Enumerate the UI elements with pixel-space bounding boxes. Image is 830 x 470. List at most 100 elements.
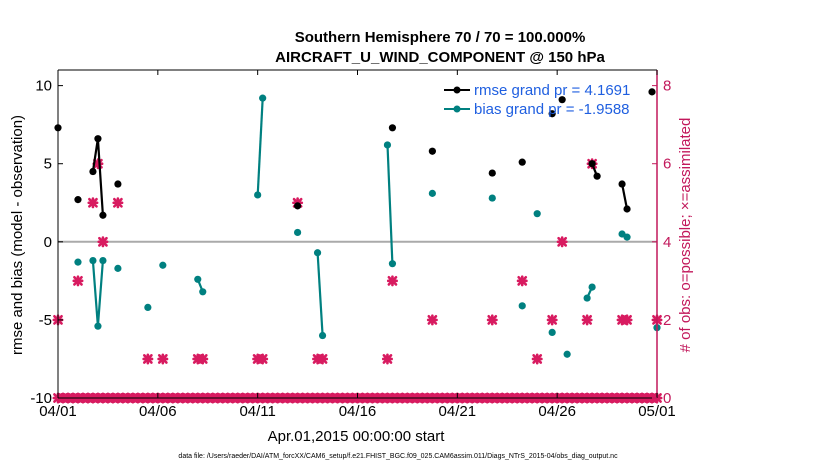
obs-count-cross-shape (546, 314, 558, 326)
chart-title: Southern Hemisphere 70 / 70 = 100.000% (295, 29, 586, 46)
bias-point (518, 302, 526, 310)
obs-count-cross-shape (581, 314, 593, 326)
y-tick-label: 5 (44, 156, 52, 173)
obs-count-cross-shape (556, 236, 568, 248)
bias-point (89, 256, 97, 265)
rmse-point (558, 96, 566, 104)
obs-count-cross-shape (317, 353, 329, 365)
obs-count-cross-shape (516, 275, 528, 287)
x-tick-label: 04/11 (239, 403, 275, 420)
y-tick-label: -5 (39, 312, 52, 329)
obs-count-cross-shape (386, 275, 398, 287)
obs-count-cross-shape (381, 353, 393, 365)
legend-marker-rmse (453, 86, 461, 94)
y-tick-label: -10 (30, 390, 52, 407)
obs-count-marker (317, 353, 329, 365)
rmse-point (588, 160, 596, 168)
y2-tick-label: 6 (663, 156, 671, 173)
rmse-point (648, 88, 656, 96)
obs-count-marker (112, 197, 124, 209)
bias-point (583, 294, 591, 302)
y2-tick-label: 8 (663, 78, 671, 95)
bias-point (259, 94, 267, 102)
bias-point (74, 258, 82, 266)
obs-count-marker (381, 353, 393, 365)
rmse-point (593, 172, 601, 180)
y-axis-label: rmse and bias (model - observation) (9, 115, 26, 355)
bias-line-segment (386, 144, 394, 264)
bias-point (623, 233, 631, 241)
obs-count-cross-shape (621, 314, 633, 326)
obs-count-marker (197, 353, 209, 365)
obs-count-marker (157, 353, 169, 365)
rmse-point (618, 180, 626, 188)
chart-subtitle: AIRCRAFT_U_WIND_COMPONENT @ 150 hPa (275, 49, 605, 66)
obs-count-marker (257, 353, 269, 365)
bias-point (563, 350, 571, 358)
obs-count-marker (72, 275, 84, 287)
y-tick-label: 0 (44, 234, 52, 251)
bias-point (294, 228, 302, 237)
obs-count-cross-shape (87, 197, 99, 209)
rmse-point (99, 211, 107, 219)
y2-tick-label: 2 (663, 312, 671, 329)
rmse-point (488, 169, 496, 177)
obs-count-cross-shape (257, 353, 269, 365)
rmse-point (89, 167, 97, 176)
x-axis-label: Apr.01,2015 00:00:00 start (268, 428, 446, 445)
rmse-point (74, 196, 82, 204)
obs-count-marker (87, 197, 99, 209)
x-tick-label: 04/01 (39, 403, 77, 420)
x-tick-label: 04/26 (538, 403, 576, 420)
obs-count-marker (142, 353, 154, 365)
obs-count-cross-shape (112, 197, 124, 209)
obs-count-marker (581, 314, 593, 326)
bias-point (588, 283, 596, 291)
legend: rmse grand pr = 4.1691 bias grand pr = -… (444, 82, 630, 118)
obs-count-cross-shape (72, 275, 84, 287)
y2-axis-label: # of obs: o=possible; ×=assimilated (677, 118, 694, 353)
bias-point (548, 328, 556, 336)
bias-point (388, 260, 397, 268)
obs-count-cross-shape (197, 353, 209, 365)
bias-point (254, 191, 262, 199)
bias-point (533, 210, 541, 218)
rmse-point (114, 180, 122, 188)
x-tick-label: 04/16 (339, 403, 377, 420)
obs-count-marker (386, 275, 398, 287)
bias-point (114, 264, 122, 272)
rmse-line-segment (621, 183, 629, 210)
obs-count-cross-shape (157, 353, 169, 365)
obs-count-marker (546, 314, 558, 326)
obs-count-cross-shape (426, 314, 438, 326)
legend-label-rmse: rmse grand pr = 4.1691 (474, 82, 630, 99)
bias-line-segment (91, 260, 104, 327)
rmse-point (388, 124, 397, 132)
footnote: data file: /Users/raeder/DAI/ATM_forcXX/… (178, 453, 618, 460)
bias-point (383, 141, 392, 149)
y2-tick-label: 0 (663, 390, 671, 407)
obs-count-marker (486, 314, 498, 326)
data-layer (52, 88, 663, 404)
bias-point (194, 275, 202, 283)
rmse-point (94, 135, 102, 143)
rmse-point (294, 202, 302, 210)
rmse-point (428, 147, 436, 155)
bias-point (99, 256, 107, 265)
obs-count-marker (531, 353, 543, 365)
bias-point (94, 322, 102, 330)
bias-point (199, 288, 207, 296)
y2-tick-label: 4 (663, 234, 671, 251)
obs-count-cross-shape (486, 314, 498, 326)
bias-point (159, 261, 167, 269)
obs-count-marker (426, 314, 438, 326)
bias-point (144, 303, 152, 312)
x-tick-label: 05/01 (638, 403, 676, 420)
obs-count-cross-shape (92, 158, 104, 170)
bias-line-segment (316, 252, 324, 336)
obs-count-cross-shape (531, 353, 543, 365)
legend-marker-bias (453, 105, 461, 113)
obs-count-marker (92, 158, 104, 170)
obs-count-cross-shape (97, 236, 109, 248)
